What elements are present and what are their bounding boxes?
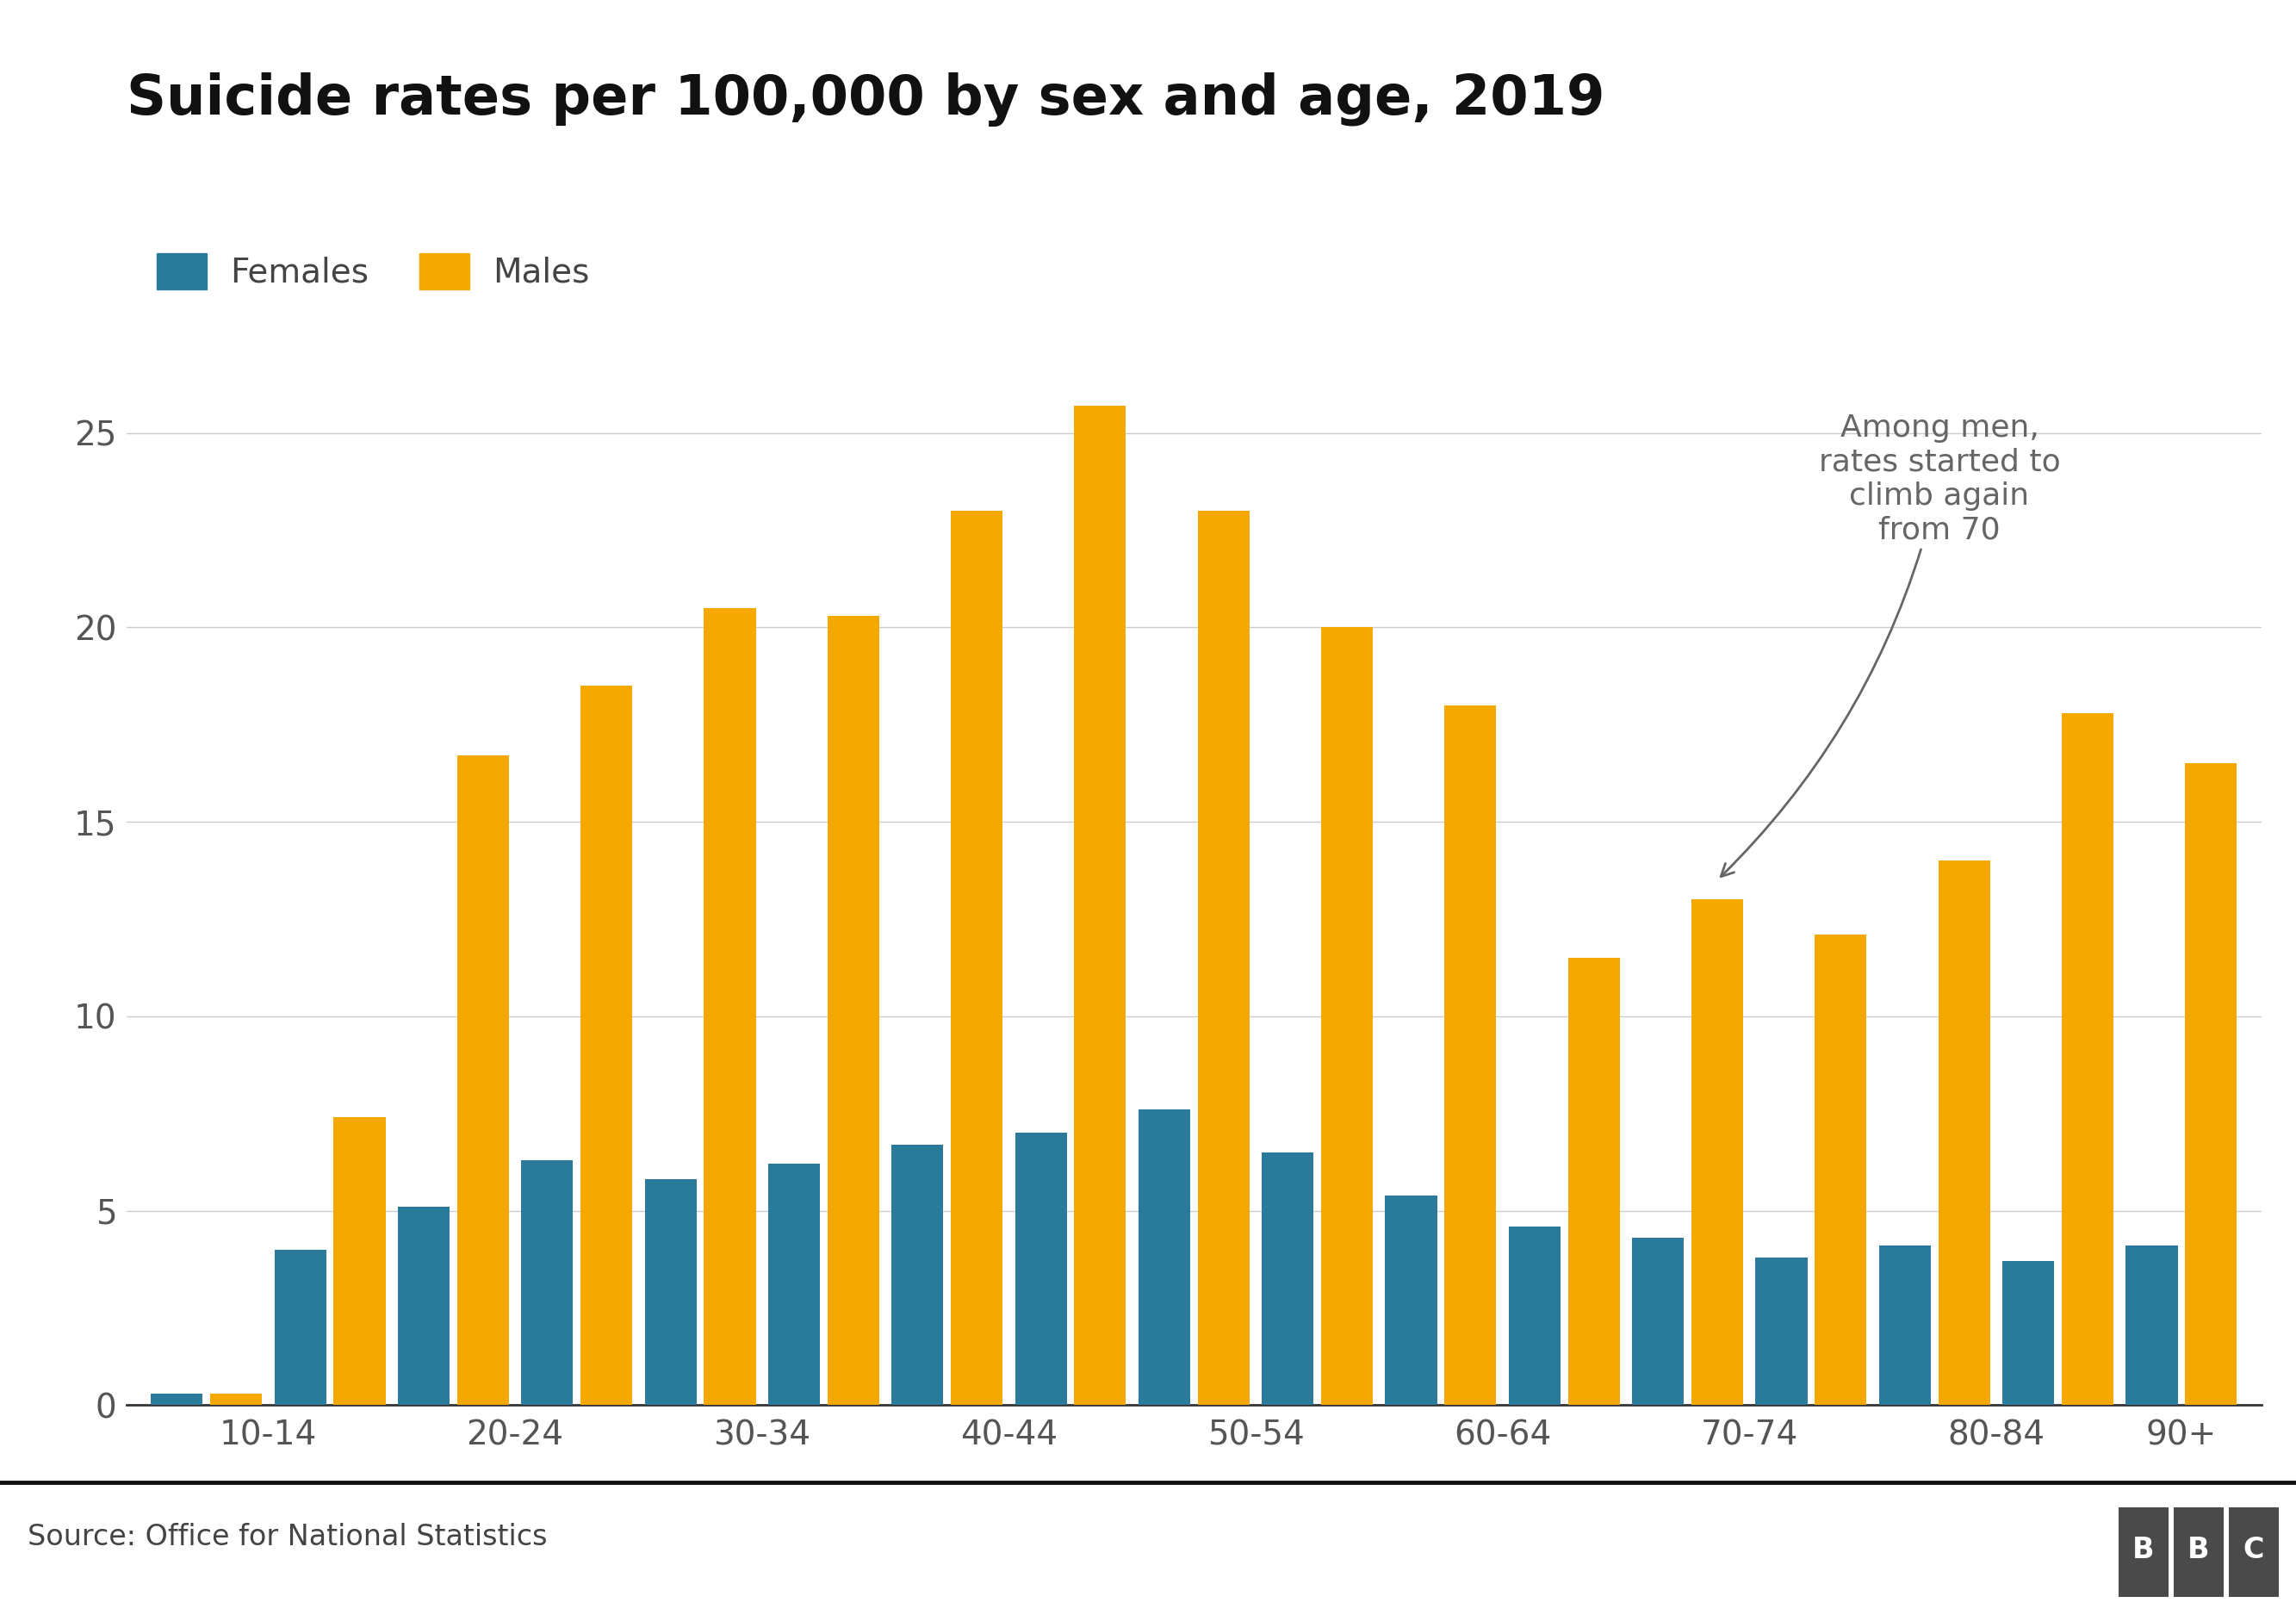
Text: B: B [2188, 1536, 2209, 1565]
Bar [1692, 900, 1743, 1405]
Bar [397, 1206, 450, 1405]
Legend: Females, Males: Females, Males [142, 239, 604, 304]
Bar [1444, 706, 1497, 1405]
Bar [1756, 1258, 1807, 1405]
Bar [1139, 1110, 1189, 1405]
Bar [333, 1118, 386, 1405]
Bar [1508, 1226, 1561, 1405]
Bar [1075, 405, 1125, 1405]
FancyBboxPatch shape [2229, 1507, 2280, 1597]
FancyBboxPatch shape [2119, 1507, 2170, 1597]
Bar [1384, 1195, 1437, 1405]
Bar [521, 1160, 574, 1405]
Bar [2002, 1261, 2055, 1405]
Bar [2062, 712, 2112, 1405]
Text: Among men,
rates started to
climb again
from 70: Among men, rates started to climb again … [1722, 413, 2060, 877]
Text: C: C [2243, 1536, 2264, 1565]
Bar [705, 607, 755, 1405]
FancyBboxPatch shape [2174, 1507, 2225, 1597]
Bar [827, 615, 879, 1405]
Bar [1632, 1237, 1683, 1405]
Bar [211, 1394, 262, 1405]
Bar [2186, 764, 2236, 1405]
Bar [1938, 861, 1991, 1405]
Bar [1568, 958, 1619, 1405]
Bar [1015, 1132, 1068, 1405]
Bar [645, 1179, 696, 1405]
Bar [2126, 1245, 2177, 1405]
Bar [152, 1394, 202, 1405]
Bar [1199, 510, 1249, 1405]
Bar [457, 756, 510, 1405]
Bar [1878, 1245, 1931, 1405]
Text: Source: Office for National Statistics: Source: Office for National Statistics [28, 1523, 546, 1552]
Bar [276, 1250, 326, 1405]
Bar [1263, 1153, 1313, 1405]
Bar [951, 510, 1003, 1405]
Bar [1814, 935, 1867, 1405]
Bar [1320, 628, 1373, 1405]
Bar [581, 686, 631, 1405]
Bar [769, 1164, 820, 1405]
Bar [891, 1145, 944, 1405]
Text: B: B [2133, 1536, 2154, 1565]
Text: Suicide rates per 100,000 by sex and age, 2019: Suicide rates per 100,000 by sex and age… [126, 73, 1605, 128]
